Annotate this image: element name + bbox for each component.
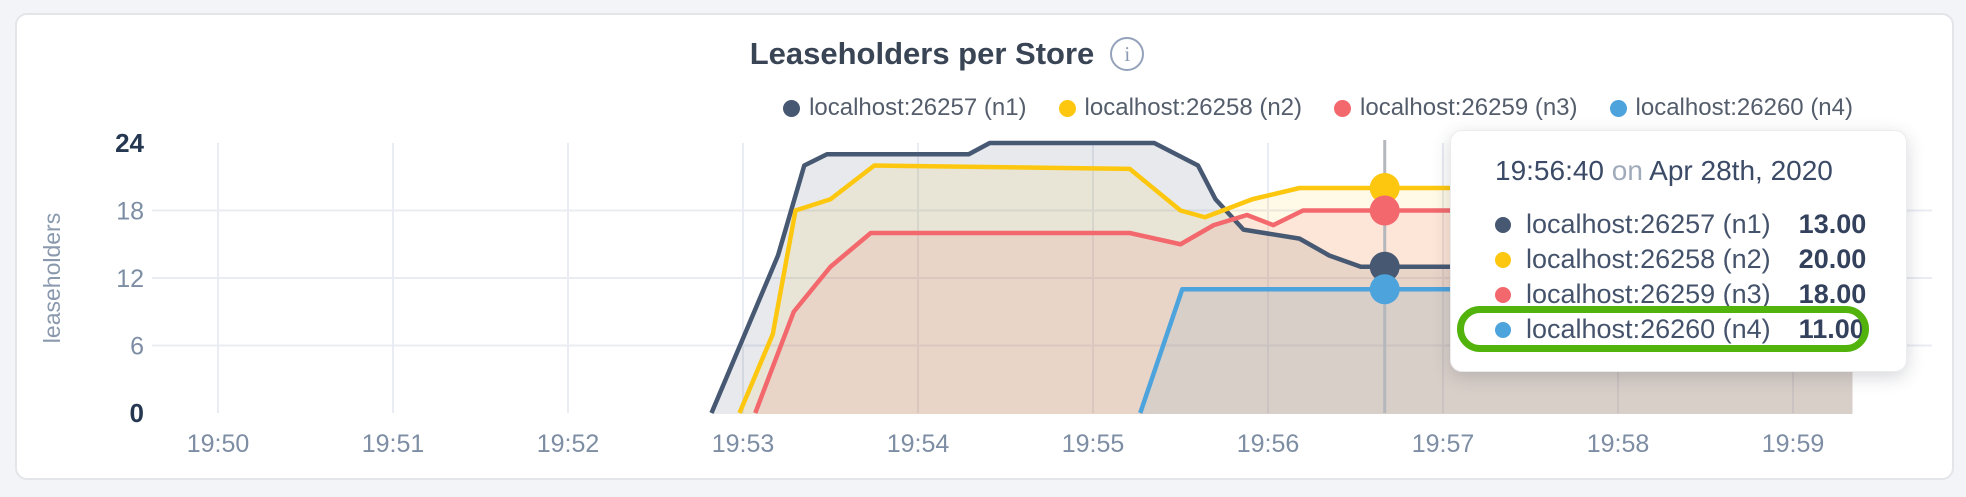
x-tick-label: 19:51 <box>362 430 425 458</box>
y-tick-label: 6 <box>130 333 144 361</box>
x-tick-label: 19:52 <box>537 430 600 458</box>
legend-item-n4[interactable]: localhost:26260 (n4) <box>1609 94 1853 122</box>
hover-point-n2 <box>1369 173 1400 203</box>
tooltip-row-label: localhost:26259 (n3) <box>1526 279 1771 309</box>
tooltip-row-label: localhost:26257 (n1) <box>1526 209 1771 239</box>
x-tick-label: 19:55 <box>1062 430 1125 458</box>
tooltip-date: Apr 28th, 2020 <box>1649 155 1833 186</box>
legend-item-n1[interactable]: localhost:26257 (n1) <box>783 94 1027 122</box>
hover-point-n1 <box>1369 251 1400 282</box>
legend-label: localhost:26260 (n4) <box>1635 94 1853 121</box>
legend-dot-n4 <box>1609 99 1627 117</box>
x-tick-label: 19:56 <box>1237 430 1300 458</box>
y-tick-label: 0 <box>130 398 144 428</box>
tooltip-row-label: localhost:26260 (n4) <box>1526 314 1771 344</box>
y-tick-label: 12 <box>116 265 144 293</box>
tooltip-time: 19:56:40 <box>1495 155 1604 186</box>
tooltip-row-value: 11.00 <box>1798 314 1865 344</box>
series-line-n3 <box>753 208 1853 414</box>
chart-title: Leaseholders per Store <box>749 36 1095 71</box>
legend-dot-n3 <box>1334 99 1352 117</box>
x-tick-label: 19:50 <box>187 430 250 458</box>
tooltip-row-value: 18.00 <box>1798 279 1867 309</box>
hover-point-n4 <box>1369 274 1400 305</box>
series-line-n2 <box>737 163 1853 414</box>
y-tick-label: 18 <box>116 198 144 226</box>
tooltip-row-label: localhost:26258 (n2) <box>1526 244 1771 274</box>
hover-point-n3 <box>1369 195 1400 226</box>
tooltip-row-dot <box>1495 251 1511 268</box>
x-tick-label: 19:54 <box>887 430 950 458</box>
legend-item-n3[interactable]: localhost:26259 (n3) <box>1334 94 1578 122</box>
legend-dot-n2 <box>1058 99 1076 117</box>
tooltip-row-dot <box>1495 286 1511 303</box>
chart-tooltip: 19:56:40 on Apr 28th, 2020 localhost:262… <box>1450 130 1907 372</box>
tooltip-row-n2: localhost:26258 (n2) 20.00 <box>1495 242 1906 277</box>
tooltip-row-n3: localhost:26259 (n3) 18.00 <box>1495 277 1906 312</box>
tooltip-rows: localhost:26257 (n1) 13.00 localhost:26258… <box>1495 207 1906 347</box>
tooltip-row-dot <box>1495 321 1511 338</box>
tooltip-row-n4: localhost:26260 (n4) 11.00 <box>1495 312 1906 347</box>
tooltip-row-n1: localhost:26257 (n1) 13.00 <box>1495 207 1906 242</box>
legend-item-n2[interactable]: localhost:26258 (n2) <box>1058 94 1303 122</box>
info-icon[interactable]: i <box>1110 37 1145 71</box>
x-tick-label: 19:58 <box>1587 430 1650 458</box>
x-tick-label: 19:53 <box>712 430 775 458</box>
y-tick-label: 24 <box>115 128 144 158</box>
tooltip-row-value: 13.00 <box>1798 209 1867 239</box>
y-axis-label: leaseholders <box>39 213 65 343</box>
legend-label: localhost:26258 (n2) <box>1084 94 1303 121</box>
series-line-n1 <box>709 140 1853 414</box>
x-tick-label: 19:57 <box>1412 430 1475 458</box>
tooltip-row-value: 20.00 <box>1798 244 1867 274</box>
legend-dot-n1 <box>783 99 801 117</box>
chart-header: Leaseholders per Store i <box>0 36 1966 72</box>
tooltip-on-word: on <box>1611 155 1643 186</box>
legend-label: localhost:26257 (n1) <box>809 94 1027 121</box>
tooltip-row-dot <box>1495 216 1511 233</box>
tooltip-timestamp: 19:56:40 on Apr 28th, 2020 <box>1495 155 1906 187</box>
legend-label: localhost:26259 (n3) <box>1360 94 1578 121</box>
x-tick-label: 19:59 <box>1762 430 1825 458</box>
chart-legend: localhost:26257 (n1) localhost:26258 (n2)… <box>783 94 1853 122</box>
